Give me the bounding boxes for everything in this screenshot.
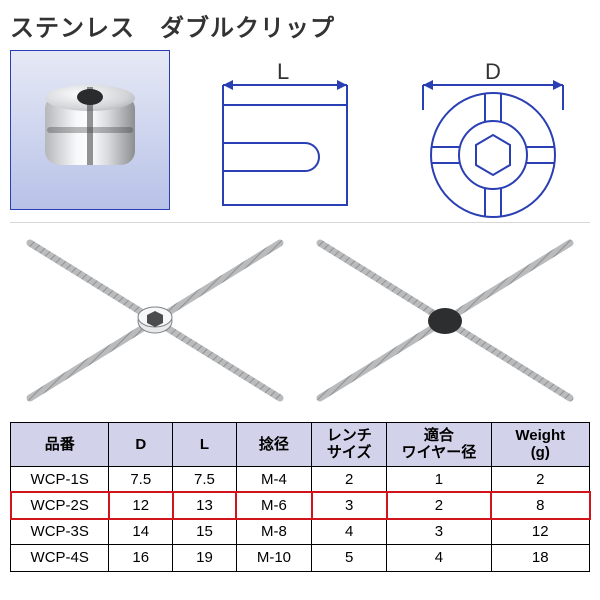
table-row: WCP-3S1415M-84312 <box>11 519 590 545</box>
cell-d: 14 <box>109 519 173 545</box>
cell-weight: 12 <box>491 519 589 545</box>
clip-on-wire-right <box>428 308 462 334</box>
cell-part: WCP-1S <box>11 466 109 492</box>
cell-wrench: 3 <box>312 492 387 518</box>
dim-label-l: L <box>277 59 289 84</box>
cell-thread: M-8 <box>236 519 311 545</box>
cell-thread: M-10 <box>236 545 311 571</box>
cell-l: 7.5 <box>173 466 237 492</box>
cell-thread: M-4 <box>236 466 311 492</box>
cell-part: WCP-4S <box>11 545 109 571</box>
cell-l: 19 <box>173 545 237 571</box>
cell-thread: M-6 <box>236 492 311 518</box>
cell-wire: 1 <box>387 466 491 492</box>
cell-wrench: 2 <box>312 466 387 492</box>
cell-wrench: 5 <box>312 545 387 571</box>
cell-l: 13 <box>173 492 237 518</box>
cell-weight: 8 <box>491 492 589 518</box>
product-photo <box>10 50 170 210</box>
cell-part: WCP-2S <box>11 492 109 518</box>
table-row: WCP-1S7.57.5M-4212 <box>11 466 590 492</box>
th-l: L <box>173 423 237 467</box>
cell-d: 7.5 <box>109 466 173 492</box>
cell-wire: 4 <box>387 545 491 571</box>
th-wrench: レンチサイズ <box>312 423 387 467</box>
drawing-side: L <box>223 59 347 205</box>
cell-weight: 2 <box>491 466 589 492</box>
drawing-top: D <box>423 59 563 217</box>
th-thread: 捻径 <box>236 423 311 467</box>
cell-part: WCP-3S <box>11 519 109 545</box>
dim-label-d: D <box>485 59 501 84</box>
cell-wrench: 4 <box>312 519 387 545</box>
table-row: WCP-2S1213M-6328 <box>11 492 590 518</box>
cell-d: 12 <box>109 492 173 518</box>
clip-illustration <box>45 85 135 175</box>
cell-wire: 2 <box>387 492 491 518</box>
wire-cross-illustration <box>10 222 590 412</box>
spec-table: 品番 D L 捻径 レンチサイズ 適合ワイヤー径 Weight(g) WCP-1… <box>10 422 590 572</box>
page-title: ステンレス ダブルクリップ <box>10 8 335 43</box>
th-d: D <box>109 423 173 467</box>
cell-l: 15 <box>173 519 237 545</box>
th-weight: Weight(g) <box>491 423 589 467</box>
th-part: 品番 <box>11 423 109 467</box>
cell-d: 16 <box>109 545 173 571</box>
th-wire: 適合ワイヤー径 <box>387 423 491 467</box>
clip-on-wire-left <box>138 307 172 333</box>
table-header-row: 品番 D L 捻径 レンチサイズ 適合ワイヤー径 Weight(g) <box>11 423 590 467</box>
cell-weight: 18 <box>491 545 589 571</box>
cell-wire: 3 <box>387 519 491 545</box>
technical-drawings: L D <box>205 55 585 225</box>
table-row: WCP-4S1619M-105418 <box>11 545 590 571</box>
